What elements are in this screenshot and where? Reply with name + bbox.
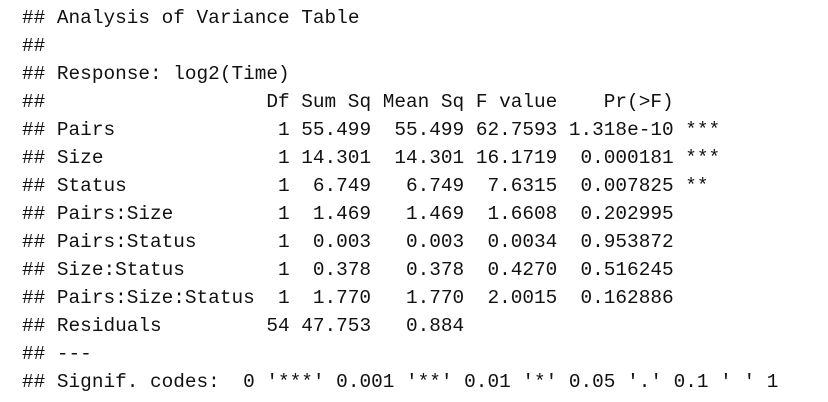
term: Size — [56, 147, 104, 169]
cell: 55.499 — [301, 119, 372, 141]
cell: 47.753 — [301, 315, 372, 337]
cell: 0.162886 — [580, 287, 674, 309]
cell: 1 — [277, 231, 290, 253]
separator: --- — [56, 343, 92, 365]
prompt: ## — [22, 147, 46, 169]
table-row: ## Size 1 14.301 14.301 16.1719 0.000181 *** — [22, 144, 822, 172]
term: Pairs — [56, 119, 116, 141]
cell: 7.6315 — [487, 175, 558, 197]
term: Pairs:Status — [56, 231, 197, 253]
term: Pairs:Size — [56, 203, 174, 225]
cell: 0.953872 — [580, 231, 674, 253]
prompt: ## — [22, 91, 46, 113]
cell: 54 — [266, 315, 290, 337]
table-row: ## Pairs:Status 1 0.003 0.003 0.0034 0.953872 — [22, 228, 822, 256]
cell: 1.770 — [312, 287, 372, 309]
cell: 0.4270 — [487, 259, 558, 281]
term: Pairs:Size:Status — [56, 287, 255, 309]
table-row: ## Pairs:Size:Status 1 1.770 1.770 2.0015 0.16… — [22, 284, 822, 312]
signif-stars: ** — [685, 175, 709, 197]
column-header: Sum Sq — [301, 91, 372, 113]
table-row: ## Status 1 6.749 6.749 7.6315 0.007825 ** — [22, 172, 822, 200]
cell: 6.749 — [312, 175, 372, 197]
cell: 1 — [277, 119, 290, 141]
cell: 1 — [277, 147, 290, 169]
column-header: Mean Sq — [382, 91, 465, 113]
signif-line: ## Signif. codes: 0 '***' 0.001 '**' 0.01… — [22, 368, 822, 396]
prompt: ## — [22, 35, 46, 57]
title-line: ## Analysis of Variance Table — [22, 4, 822, 32]
cell: 14.301 — [301, 147, 372, 169]
prompt: ## — [22, 119, 46, 141]
prompt: ## — [22, 259, 46, 281]
signif-stars: *** — [685, 119, 721, 141]
signif-stars: *** — [685, 147, 721, 169]
cell: 0.378 — [405, 259, 465, 281]
separator-line: ## --- — [22, 340, 822, 368]
cell: 1 — [277, 259, 290, 281]
cell: 14.301 — [394, 147, 465, 169]
cell: 0.000181 — [580, 147, 674, 169]
cell: 0.003 — [405, 231, 465, 253]
prompt: ## — [22, 231, 46, 253]
cell: 1.318e-10 — [568, 119, 674, 141]
cell: 1.469 — [312, 203, 372, 225]
cell: 6.749 — [405, 175, 465, 197]
column-header: Df — [266, 91, 290, 113]
cell: 55.499 — [394, 119, 465, 141]
table-row: ## Pairs 1 55.499 55.499 62.7593 1.318e-10 *** — [22, 116, 822, 144]
prompt: ## — [22, 343, 46, 365]
cell: 0.0034 — [487, 231, 558, 253]
cell: 1.6608 — [487, 203, 558, 225]
title: Analysis of Variance Table — [56, 7, 360, 29]
response-line: ## Response: log2(Time) — [22, 60, 822, 88]
cell: 1 — [277, 203, 290, 225]
cell: 2.0015 — [487, 287, 558, 309]
term: Status — [56, 175, 127, 197]
signif-codes: Signif. codes: 0 '***' 0.001 '**' 0.01 '… — [56, 371, 779, 393]
table-row: ## Size:Status 1 0.378 0.378 0.4270 0.516245 — [22, 256, 822, 284]
prompt: ## — [22, 371, 46, 393]
table-row: ## Residuals 54 47.753 0.884 — [22, 312, 822, 340]
cell: 0.202995 — [580, 203, 674, 225]
prompt: ## — [22, 63, 46, 85]
response: Response: log2(Time) — [56, 63, 290, 85]
prompt: ## — [22, 175, 46, 197]
prompt: ## — [22, 203, 46, 225]
header-line: ## Df Sum Sq Mean Sq F value Pr(>F) — [22, 88, 822, 116]
column-header: Pr(>F) — [603, 91, 674, 113]
cell: 0.516245 — [580, 259, 674, 281]
term: Size:Status — [56, 259, 185, 281]
column-header: F value — [475, 91, 558, 113]
table-row: ## Pairs:Size 1 1.469 1.469 1.6608 0.202995 — [22, 200, 822, 228]
prompt: ## — [22, 315, 46, 337]
prompt: ## — [22, 287, 46, 309]
cell: 0.003 — [312, 231, 372, 253]
cell: 16.1719 — [475, 147, 558, 169]
cell: 1.469 — [405, 203, 465, 225]
cell: 1 — [277, 175, 290, 197]
cell: 0.007825 — [580, 175, 674, 197]
cell: 0.378 — [312, 259, 372, 281]
prompt: ## — [22, 7, 46, 29]
blank-line: ## — [22, 32, 822, 60]
cell: 62.7593 — [475, 119, 558, 141]
cell: 1 — [277, 287, 290, 309]
term: Residuals — [56, 315, 162, 337]
cell: 0.884 — [405, 315, 465, 337]
cell: 1.770 — [405, 287, 465, 309]
